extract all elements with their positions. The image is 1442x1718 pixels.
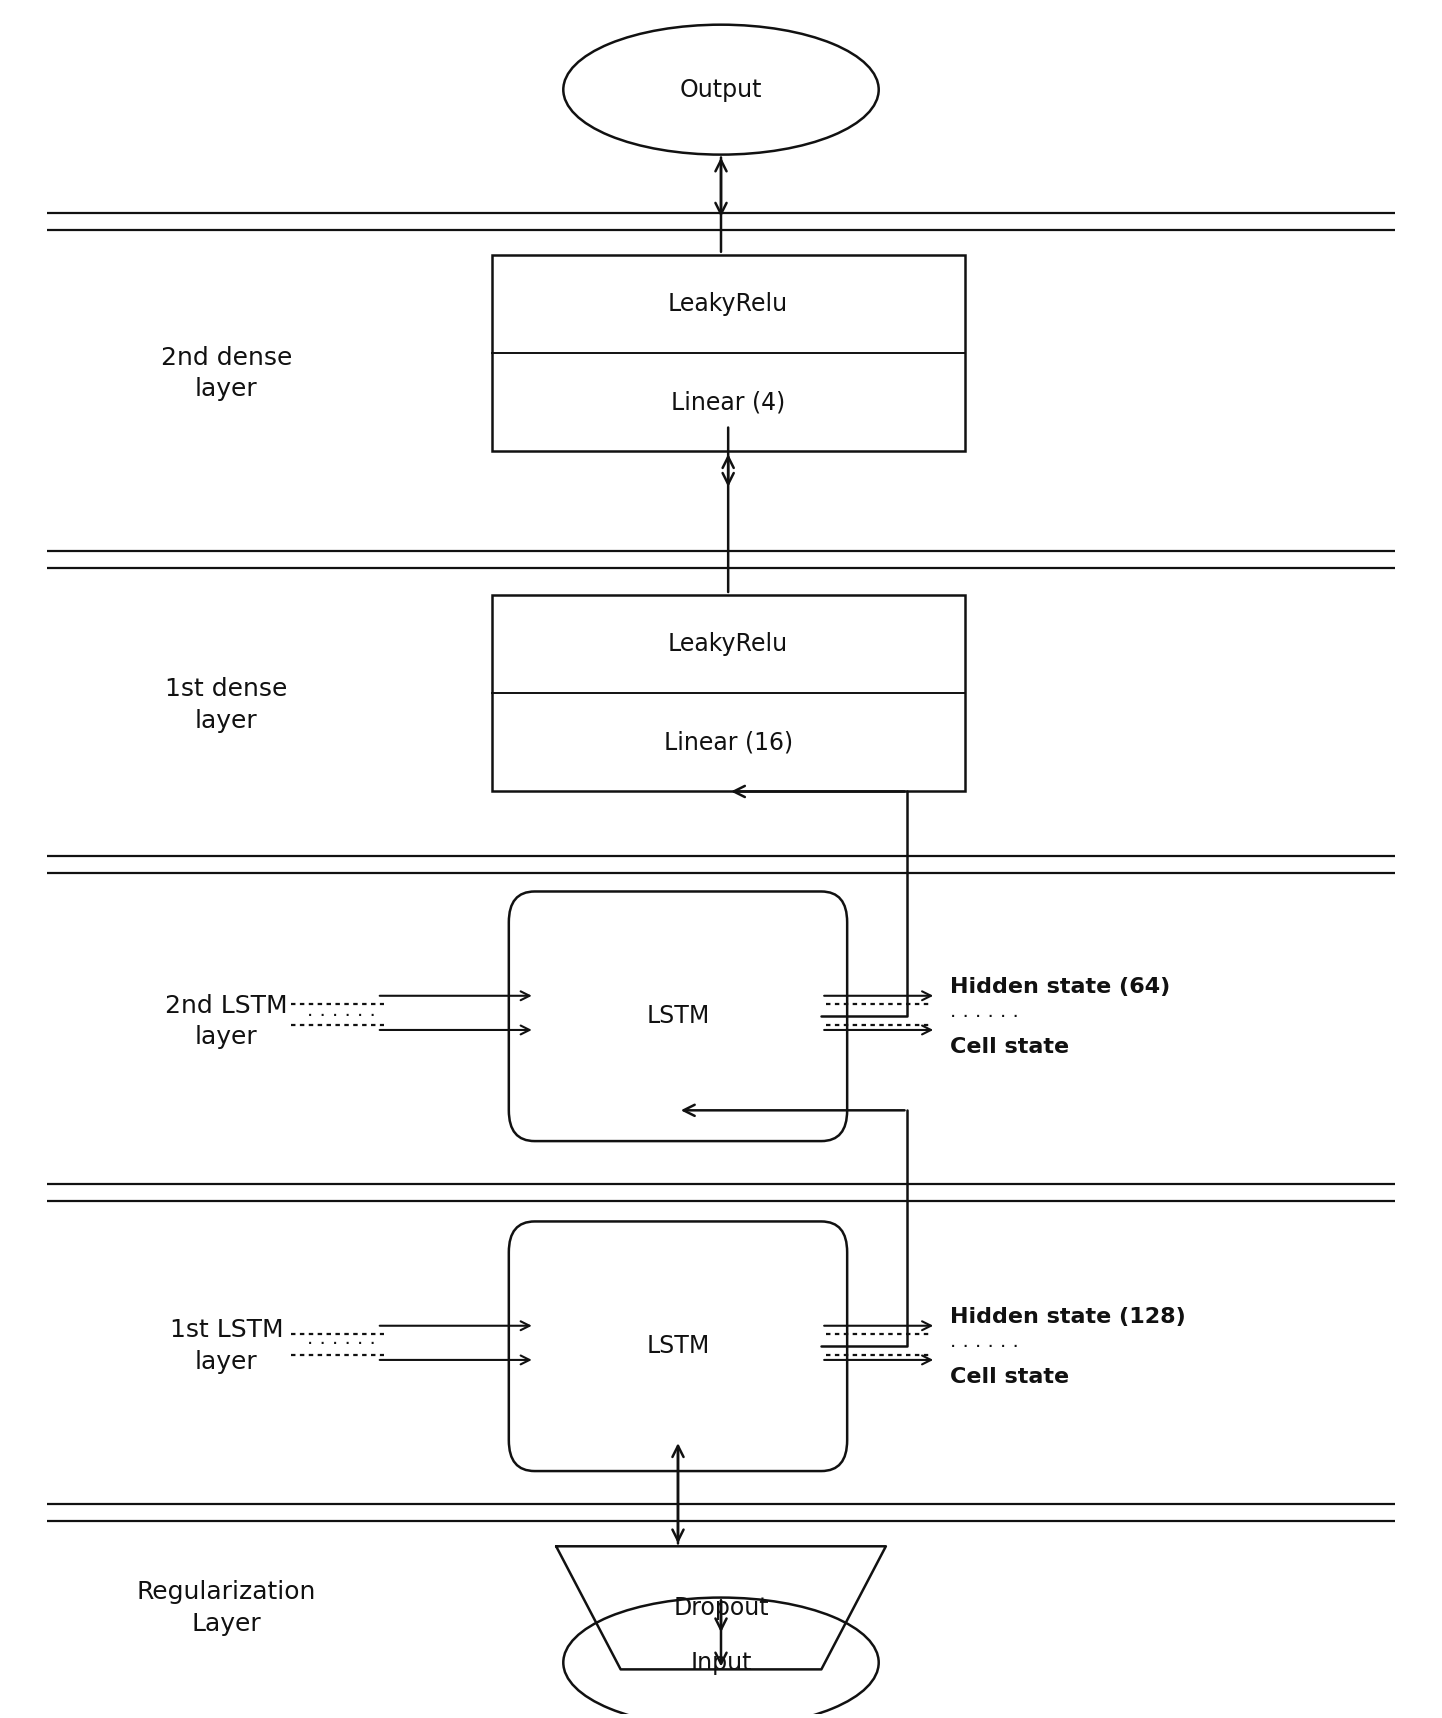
Text: 2nd LSTM
layer: 2nd LSTM layer	[164, 993, 288, 1050]
Text: Linear (16): Linear (16)	[663, 730, 793, 754]
Text: Linear (4): Linear (4)	[671, 390, 786, 414]
Text: · · · · · ·: · · · · · ·	[950, 1338, 1019, 1357]
Text: Hidden state (64): Hidden state (64)	[950, 978, 1171, 996]
Text: LSTM: LSTM	[646, 1005, 709, 1029]
Text: LeakyRelu: LeakyRelu	[668, 632, 789, 656]
Text: LSTM: LSTM	[646, 1335, 709, 1359]
Text: 2nd dense
layer: 2nd dense layer	[160, 345, 293, 402]
Text: 1st LSTM
layer: 1st LSTM layer	[170, 1318, 283, 1374]
Text: Cell state: Cell state	[950, 1368, 1070, 1386]
Text: Input: Input	[691, 1651, 751, 1675]
Text: Cell state: Cell state	[950, 1038, 1070, 1057]
Text: Dropout: Dropout	[673, 1596, 769, 1620]
Text: 1st dense
layer: 1st dense layer	[166, 677, 287, 734]
Text: · · · · · ·: · · · · · ·	[307, 1007, 375, 1026]
Text: Output: Output	[679, 77, 763, 101]
Text: Hidden state (128): Hidden state (128)	[950, 1307, 1187, 1328]
Text: · · · · · ·: · · · · · ·	[950, 1008, 1019, 1027]
Text: · · · · · ·: · · · · · ·	[307, 1335, 375, 1354]
Text: LeakyRelu: LeakyRelu	[668, 292, 789, 316]
Text: Regularization
Layer: Regularization Layer	[137, 1581, 316, 1636]
